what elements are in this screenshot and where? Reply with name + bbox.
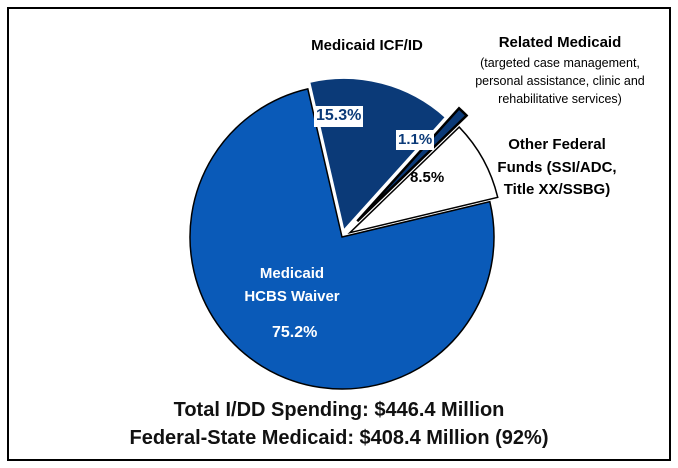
frame bbox=[7, 7, 671, 461]
value-label: 8.5% bbox=[410, 169, 445, 186]
chart-subtitle: Federal-State Medicaid: $408.4 Million (… bbox=[129, 427, 549, 449]
value-label: 75.2% bbox=[272, 324, 318, 341]
category-label: Medicaid HCBS Waiver bbox=[244, 265, 340, 306]
category-label: Other Federal Funds (SSI/ADC, Title XX/S… bbox=[497, 136, 617, 198]
annotation: (targeted case management, personal assi… bbox=[475, 56, 645, 107]
pie-slice bbox=[189, 87, 495, 390]
pie-slice bbox=[347, 125, 499, 235]
category-label: Medicaid ICF/ID bbox=[311, 37, 423, 54]
value-label: 15.3% bbox=[314, 106, 364, 127]
pie-slice bbox=[356, 106, 469, 223]
chart-title: Total I/DD Spending: $446.4 Million bbox=[173, 399, 505, 421]
value-label: 1.1% bbox=[396, 130, 435, 150]
category-label: Related Medicaid bbox=[498, 34, 622, 51]
